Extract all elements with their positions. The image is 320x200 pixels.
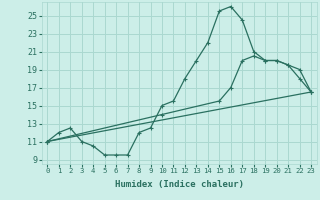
X-axis label: Humidex (Indice chaleur): Humidex (Indice chaleur) [115,180,244,189]
